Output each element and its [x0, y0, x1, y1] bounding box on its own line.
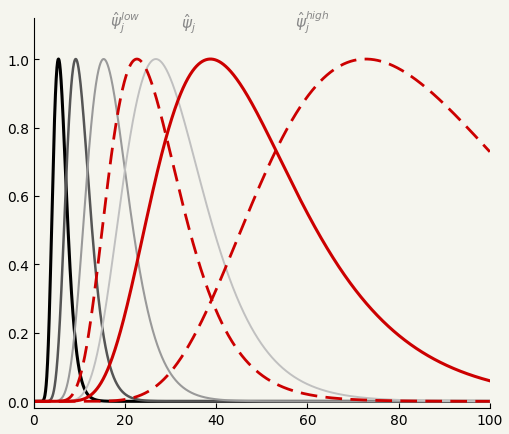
Text: $\hat{\psi}_j^{low}$: $\hat{\psi}_j^{low}$	[109, 11, 140, 36]
Text: $\hat{\psi}_j^{high}$: $\hat{\psi}_j^{high}$	[294, 10, 329, 36]
Text: $\hat{\psi}_j$: $\hat{\psi}_j$	[181, 13, 196, 36]
